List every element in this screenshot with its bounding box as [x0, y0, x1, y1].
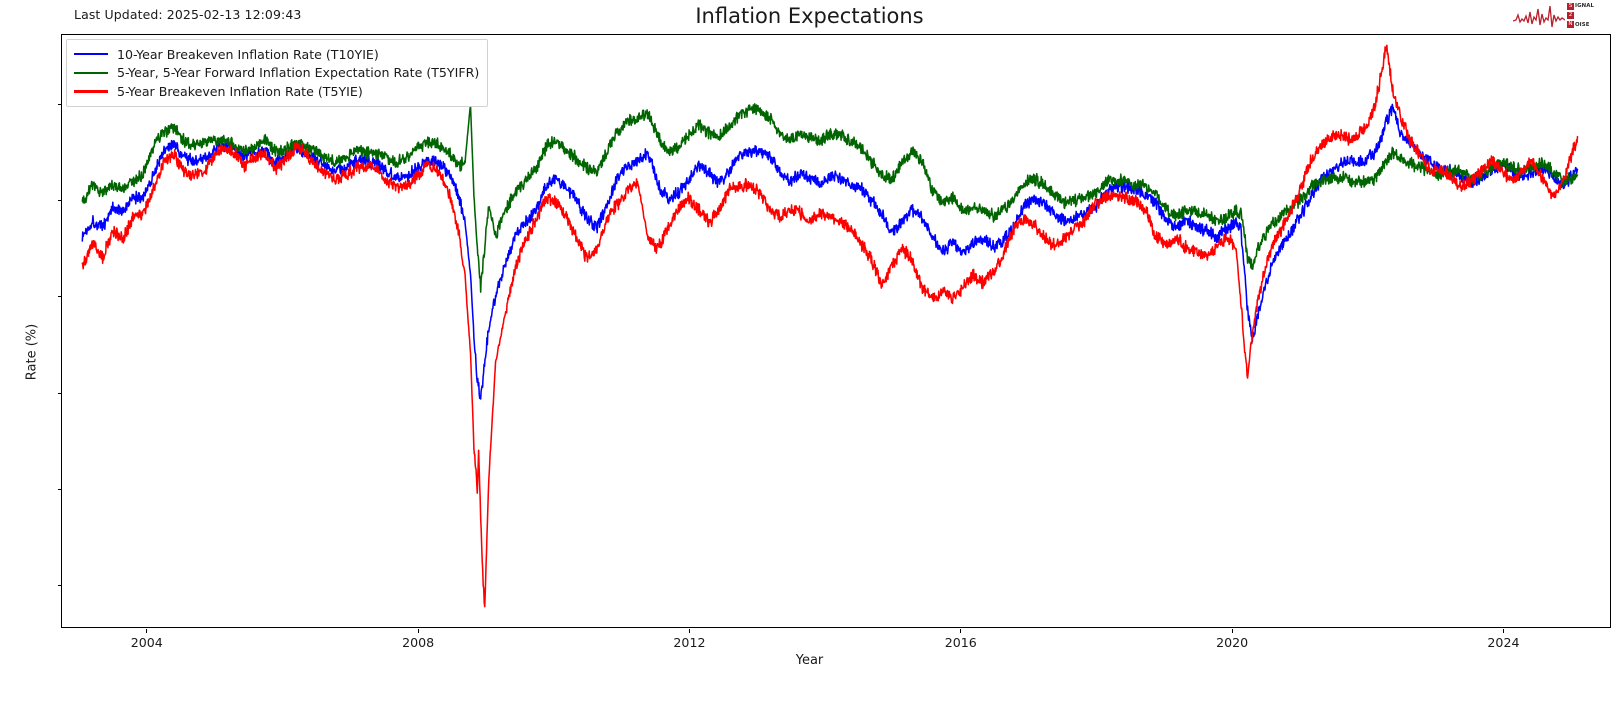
legend-label-t5yifr: 5-Year, 5-Year Forward Inflation Expecta… — [117, 65, 480, 81]
last-updated-text: Last Updated: 2025-02-13 12:09:43 — [74, 7, 302, 22]
signal-to-noise-logo: S IGNAL 2 N OISE — [1513, 1, 1613, 31]
x-tick-label: 2012 — [673, 635, 706, 650]
x-tick-label: 2016 — [944, 635, 977, 650]
brand-row-noise: N OISE — [1567, 21, 1613, 29]
legend: 10-Year Breakeven Inflation Rate (T10YIE… — [66, 39, 489, 107]
series-line-t5yie — [82, 45, 1577, 606]
line-series-svg — [62, 35, 1610, 627]
legend-item: 5-Year Breakeven Inflation Rate (T5YIE) — [74, 82, 479, 101]
x-tick-label: 2008 — [402, 635, 435, 650]
series-line-t5yifr — [82, 104, 1577, 292]
brand-row-two: 2 — [1567, 11, 1613, 19]
legend-item: 10-Year Breakeven Inflation Rate (T10YIE… — [74, 45, 479, 64]
x-tick-mark — [688, 629, 691, 633]
series-canvas — [62, 35, 1610, 627]
legend-swatch-t5yifr — [74, 71, 108, 75]
x-tick-mark — [960, 629, 962, 633]
x-tick-label: 2024 — [1487, 635, 1520, 650]
x-tick-mark — [417, 629, 419, 633]
y-tick-mark — [58, 488, 62, 490]
brand-text-oise: OISE — [1575, 21, 1590, 28]
brand-row-signal: S IGNAL — [1567, 2, 1613, 10]
y-tick-mark — [58, 585, 62, 587]
page-title: Inflation Expectations — [695, 4, 924, 28]
brand-wordmark: S IGNAL 2 N OISE — [1567, 2, 1613, 30]
y-tick-mark — [58, 103, 62, 105]
y-tick-mark — [58, 200, 62, 202]
x-tick-mark — [1502, 629, 1505, 633]
legend-swatch-t10yie — [74, 53, 108, 56]
legend-label-t10yie: 10-Year Breakeven Inflation Rate (T10YIE… — [117, 46, 379, 62]
brand-text-ignal: IGNAL — [1575, 3, 1595, 9]
brand-badge-n: N — [1567, 21, 1574, 29]
legend-swatch-t5yie — [74, 90, 108, 93]
brand-badge-2: 2 — [1567, 11, 1574, 19]
x-tick-mark — [1231, 629, 1233, 633]
y-axis-label: Rate (%) — [24, 323, 40, 381]
x-axis-label: Year — [795, 653, 824, 668]
waveform-icon — [1513, 5, 1565, 28]
brand-badge-s: S — [1567, 2, 1574, 10]
x-tick-mark — [146, 629, 148, 633]
y-tick-mark — [58, 392, 62, 394]
x-tick-label: 2020 — [1216, 635, 1249, 650]
legend-label-t5yie: 5-Year Breakeven Inflation Rate (T5YIE) — [117, 83, 363, 99]
y-tick-mark — [58, 296, 62, 298]
legend-item: 5-Year, 5-Year Forward Inflation Expecta… — [74, 64, 479, 83]
x-tick-label: 2004 — [130, 635, 163, 650]
